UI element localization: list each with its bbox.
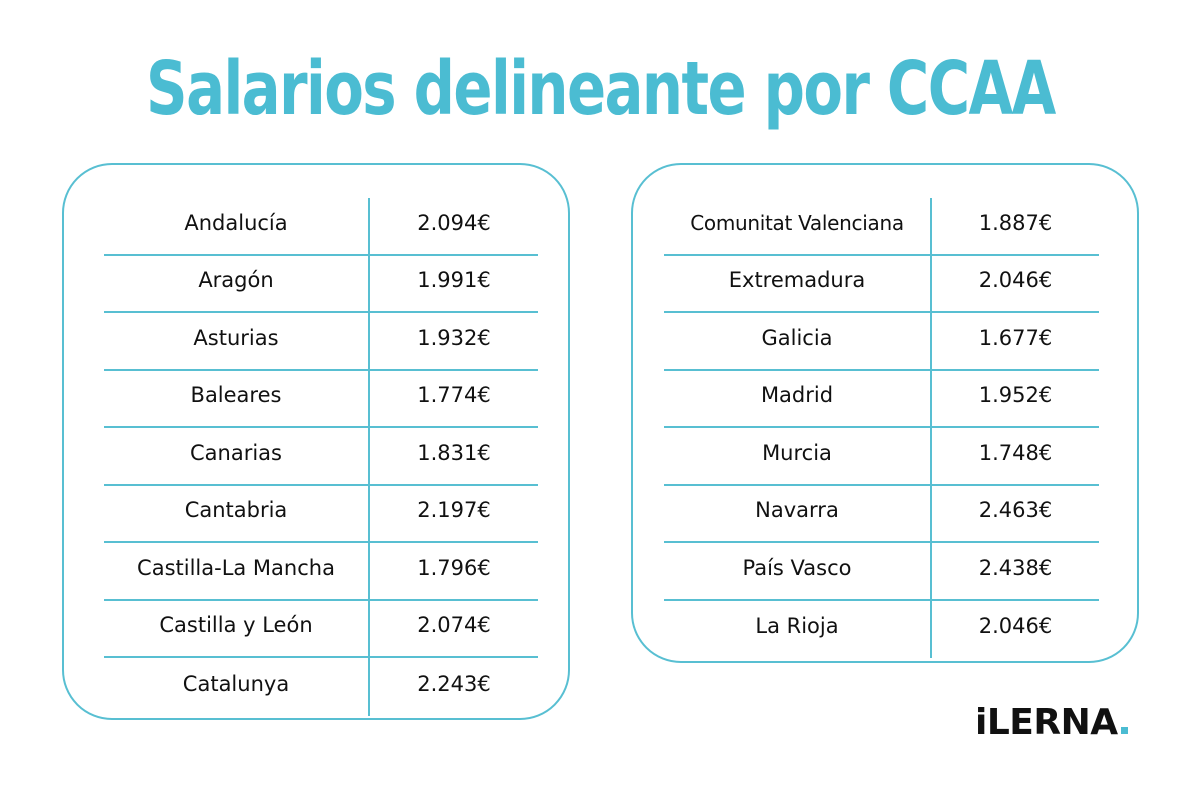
table-row: Andalucía 2.094€ (104, 198, 538, 256)
page-title: Salarios delineante por CCAA (146, 46, 1056, 132)
region-cell: Galicia (664, 313, 932, 369)
table-row: Baleares 1.774€ (104, 370, 538, 428)
salary-cell: 1.796€ (417, 555, 491, 580)
salary-table-left-rows: Andalucía 2.094€ Aragón 1.991€ Asturias 1.932… (104, 198, 538, 716)
region-cell: Murcia (664, 428, 932, 484)
region-cell: Aragón (104, 255, 370, 311)
ilerna-logo: iLERNA (975, 703, 1128, 743)
region-cell: Castilla-La Mancha (104, 543, 370, 599)
salary-table-right: Comunitat Valenciana 1.887€ Extremadura 2.0… (631, 163, 1139, 663)
salary-cell: 1.932€ (417, 325, 491, 350)
salary-cell: 2.094€ (417, 210, 491, 235)
table-row: Castilla-La Mancha 1.796€ (104, 543, 538, 601)
salary-cell: 2.074€ (417, 613, 491, 638)
table-row: Castilla y León 2.074€ (104, 600, 538, 658)
salary-cell: 1.748€ (978, 440, 1053, 465)
logo-text: iLERNA (975, 702, 1118, 743)
table-row: Murcia 1.748€ (664, 428, 1099, 486)
region-cell: Baleares (104, 370, 370, 426)
table-row: Asturias 1.932€ (104, 313, 538, 371)
salary-cell: 2.046€ (978, 614, 1053, 639)
salary-cell: 2.243€ (417, 671, 491, 696)
region-cell: Madrid (664, 370, 932, 426)
table-row: Navarra 2.463€ (664, 485, 1099, 543)
salary-table-right-rows: Comunitat Valenciana 1.887€ Extremadura 2.0… (664, 198, 1099, 658)
region-cell: Castilla y León (104, 600, 370, 656)
region-cell: Cantabria (104, 485, 370, 541)
salary-cell: 1.952€ (978, 383, 1053, 408)
table-row: Canarias 1.831€ (104, 428, 538, 486)
salary-cell: 1.991€ (417, 268, 491, 293)
table-row: La Rioja 2.046€ (664, 600, 1099, 658)
salary-cell: 1.774€ (417, 383, 491, 408)
region-cell: Comunitat Valenciana (664, 198, 932, 254)
region-cell: Catalunya (104, 658, 370, 716)
table-row: Extremadura 2.046€ (664, 255, 1099, 313)
salary-cell: 1.677€ (978, 325, 1053, 350)
salary-cell: 2.463€ (978, 498, 1053, 523)
table-row: Galicia 1.677€ (664, 313, 1099, 371)
region-cell: Navarra (664, 485, 932, 541)
table-row: Catalunya 2.243€ (104, 658, 538, 716)
region-cell: País Vasco (664, 543, 932, 599)
region-cell: Extremadura (664, 255, 932, 311)
region-cell: Asturias (104, 313, 370, 369)
salary-cell: 2.046€ (978, 268, 1053, 293)
logo-dot-icon (1120, 727, 1128, 734)
table-row: Aragón 1.991€ (104, 255, 538, 313)
table-row: Cantabria 2.197€ (104, 485, 538, 543)
region-cell: Andalucía (104, 198, 370, 254)
salary-cell: 2.197€ (417, 498, 491, 523)
salary-table-left: Andalucía 2.094€ Aragón 1.991€ Asturias 1.932… (62, 163, 570, 720)
table-row: Comunitat Valenciana 1.887€ (664, 198, 1099, 256)
region-cell: La Rioja (664, 600, 932, 658)
salary-cell: 2.438€ (978, 555, 1053, 580)
table-row: País Vasco 2.438€ (664, 543, 1099, 601)
region-cell: Canarias (104, 428, 370, 484)
table-row: Madrid 1.952€ (664, 370, 1099, 428)
salary-cell: 1.831€ (417, 440, 491, 465)
salary-cell: 1.887€ (978, 210, 1053, 235)
